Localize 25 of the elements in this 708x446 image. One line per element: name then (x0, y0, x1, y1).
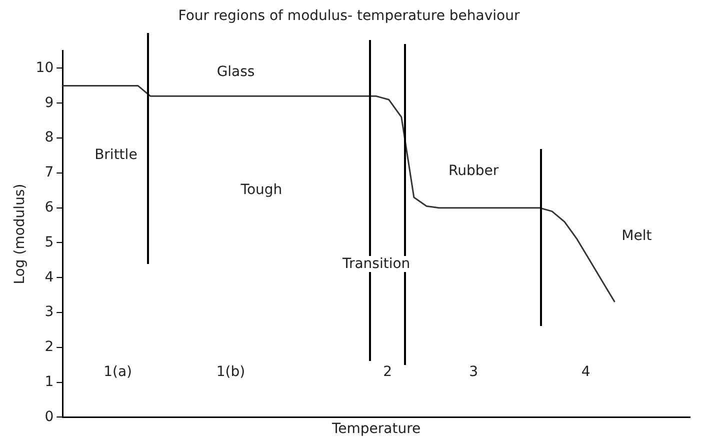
annotation: Brittle (94, 147, 138, 164)
annotation: Glass (216, 64, 256, 80)
y-tick-label: 8 (44, 130, 54, 146)
annotation: Melt (620, 228, 653, 244)
y-tick-label: 7 (44, 164, 54, 181)
annotation: Tough (240, 182, 284, 198)
x-axis-title: Temperature (330, 421, 421, 438)
annotation: Rubber (447, 163, 500, 180)
y-tick-label: 4 (44, 269, 54, 286)
y-axis-title: Log (modulus) (12, 184, 28, 284)
y-tick-label: 1 (44, 374, 54, 390)
y-tick-label: 2 (44, 339, 54, 356)
y-tick-label: 9 (44, 94, 54, 111)
chart-title: Four regions of modulus- temperature behaviour (178, 8, 520, 24)
y-tick-label: 3 (44, 304, 54, 320)
annotation: 2 (382, 364, 394, 380)
y-tick-label: 6 (44, 199, 54, 216)
annotation: 3 (468, 364, 480, 380)
y-tick-label: 10 (36, 60, 54, 76)
annotation: 1(b) (215, 364, 246, 380)
y-tick-label: 0 (44, 408, 54, 425)
annotation: 1(a) (102, 364, 134, 380)
annotation: Transition (341, 256, 412, 272)
annotation: 4 (580, 364, 592, 380)
y-tick-label: 5 (44, 234, 54, 250)
